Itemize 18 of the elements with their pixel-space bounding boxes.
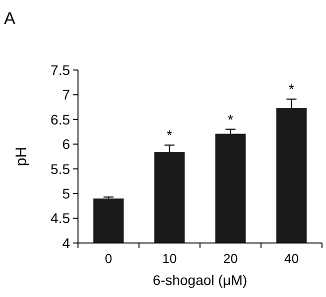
y-tick-label: 7.5 [50, 62, 70, 78]
x-tick-label: 10 [162, 251, 177, 266]
annotation: * [166, 127, 173, 144]
y-tick-label: 6.5 [50, 111, 70, 128]
y-axis-title: pH [13, 146, 30, 166]
y-tick-label: 4 [62, 234, 70, 251]
x-tick-label: 20 [223, 251, 238, 266]
annotation: * [228, 111, 234, 128]
x-axis-title: 6-shogaol (μM) [152, 272, 248, 288]
text: A [4, 9, 16, 28]
y-tick-label: 5.5 [50, 160, 70, 177]
x-tick-label: 40 [284, 251, 299, 266]
y-tick-label: 7 [62, 86, 70, 103]
annotation: * [288, 81, 295, 98]
y-tick-label: 4.5 [50, 210, 70, 226]
y-tick-label: 5 [62, 185, 70, 202]
y-tick-label: 6 [62, 136, 70, 152]
x-tick-label: 0 [104, 251, 112, 266]
